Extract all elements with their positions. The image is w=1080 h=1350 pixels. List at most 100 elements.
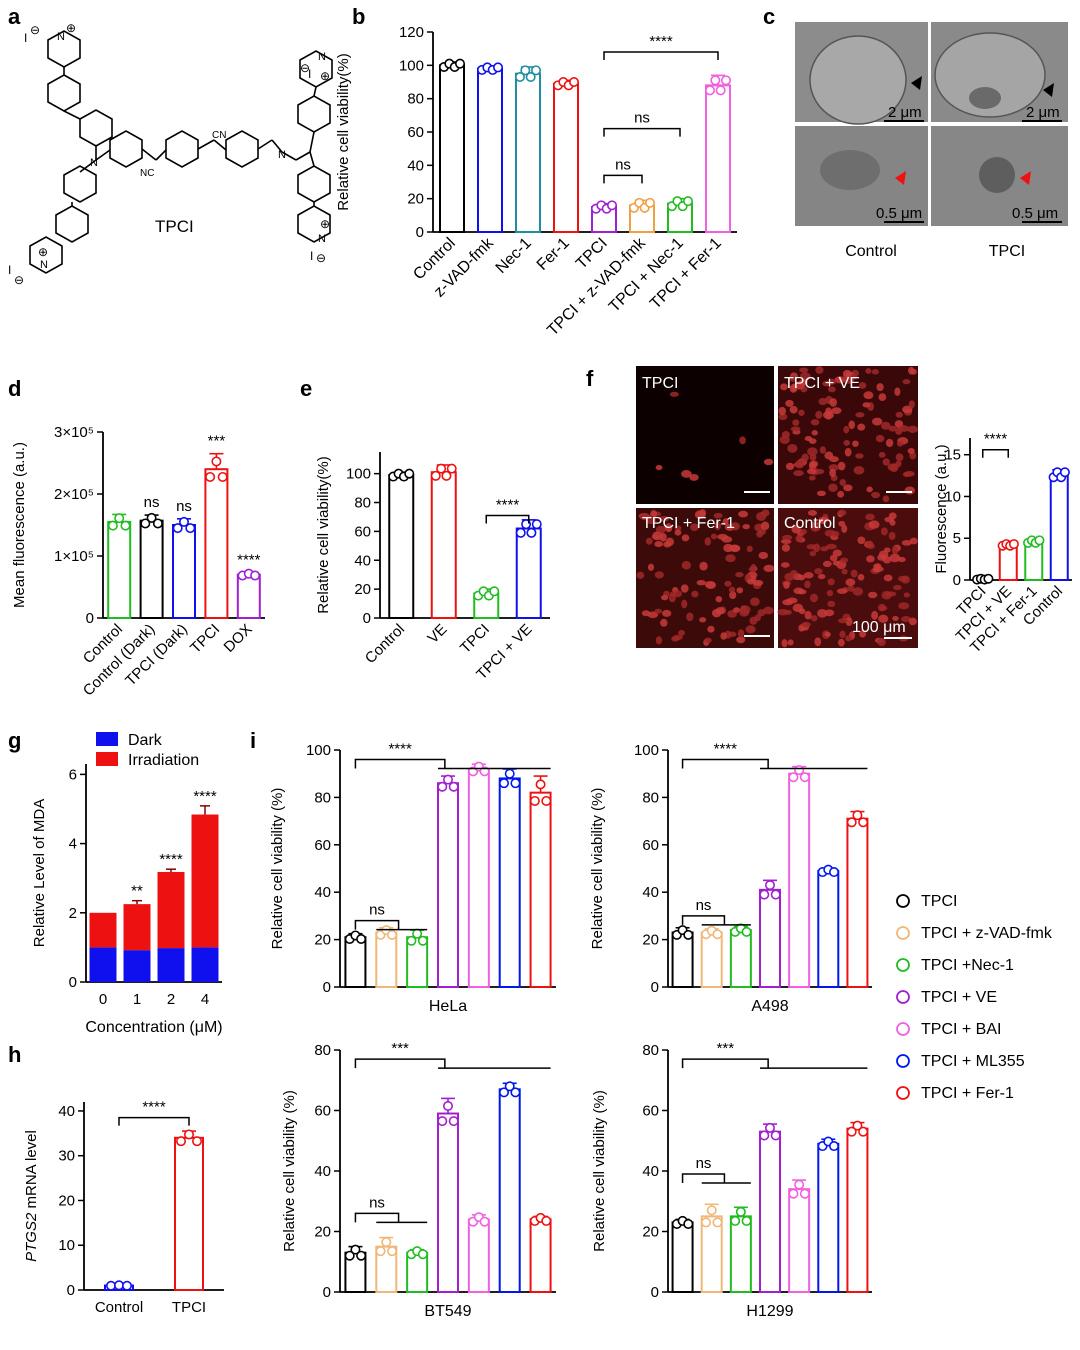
data-point: [184, 1129, 195, 1140]
nucleus-dot: [880, 527, 888, 536]
nucleus-dot: [680, 584, 689, 593]
chart-g: g 0 2 4 6 Relative Level of MDA 0 1 2 4 Concentrat…: [8, 728, 223, 1036]
legend-marker: [896, 894, 910, 908]
nucleus-dot: [898, 575, 908, 582]
nucleus-dot: [780, 538, 792, 544]
y-tick-label: 1×10⁵: [54, 548, 94, 565]
significance-label: ns: [696, 1155, 712, 1172]
nucleus-dot: [804, 580, 811, 589]
y-tick-label: 60: [314, 837, 331, 854]
nucleus-dot: [871, 417, 883, 426]
bar-irradiation: [89, 912, 117, 948]
nucleus-dot: [662, 609, 672, 617]
nucleus-dot: [728, 586, 736, 593]
nucleus-dot: [681, 469, 692, 478]
nucleus-dot: [817, 573, 826, 580]
nucleus-dot: [794, 381, 805, 390]
chart-title: BT549: [424, 1303, 471, 1320]
nucleus-dot: [678, 629, 686, 636]
data-point: [741, 926, 752, 937]
significance-bracket: [681, 915, 726, 925]
y-tick-label: 40: [407, 157, 424, 174]
nucleus-dot: [784, 572, 795, 581]
panel-label-f: f: [586, 366, 594, 391]
image-label-tpci-fer1: TPCI + Fer-1: [642, 515, 735, 532]
nucleus-dot: [691, 590, 699, 598]
data-point: [514, 72, 525, 83]
y-tick-label: 10: [944, 488, 961, 505]
scale-label-1: 2 μm: [888, 104, 922, 121]
y-tick-label: 80: [314, 1042, 331, 1059]
nucleus-dot: [888, 512, 897, 520]
panel-label-i: i: [250, 728, 256, 753]
iodide-2: I: [8, 263, 11, 277]
nucleus-dot: [746, 545, 753, 553]
data-point: [404, 468, 415, 479]
nucleus-dot: [663, 541, 672, 548]
bar: [236, 573, 261, 619]
nucleus-dot: [888, 425, 897, 432]
data-point: [498, 778, 509, 789]
atom-n1: N: [57, 31, 65, 43]
charge-plus-2: ⊕: [38, 245, 48, 259]
data-point: [375, 1246, 386, 1257]
nucleus-dot: [658, 516, 669, 522]
nucleus-dot: [754, 614, 761, 622]
data-point: [858, 1126, 869, 1137]
scale-label-4: 0.5 μm: [1012, 205, 1058, 222]
chart-title: HeLa: [429, 998, 467, 1015]
nucleus-dot: [669, 391, 679, 397]
nucleus-dot: [780, 383, 788, 391]
bar: [515, 72, 541, 233]
significance-label: ****: [159, 851, 183, 868]
significance-label: ****: [496, 497, 520, 514]
y-tick-label: 40: [354, 552, 371, 569]
nucleus-dot: [814, 637, 822, 647]
nucleus-dot: [845, 635, 852, 642]
bar: [204, 468, 229, 620]
nucleus-dot: [704, 537, 712, 546]
nucleus-dot: [897, 556, 906, 563]
x-tick-label: Control: [95, 1299, 143, 1316]
nucleus-dot: [863, 391, 874, 400]
nucleus-dot: [737, 629, 745, 638]
legend-swatch-dark: [96, 732, 118, 746]
bar: [671, 1221, 694, 1294]
nucleus-dot: [720, 632, 727, 640]
x-tick-label: 4: [201, 991, 209, 1008]
y-tick-label: 2×10⁵: [54, 486, 94, 503]
nucleus-dot: [878, 614, 889, 623]
x-tick-label: TPCI: [187, 621, 223, 657]
bar: [174, 1136, 204, 1292]
nucleus-dot: [826, 589, 834, 597]
nucleus-dot: [787, 443, 798, 453]
data-point: [386, 1246, 397, 1257]
bar: [671, 931, 694, 988]
nucleus-dot: [843, 484, 853, 492]
data-point: [489, 586, 500, 597]
nucleus-dot: [655, 525, 666, 534]
nucleus-dot: [645, 515, 657, 525]
nucleus-dot: [853, 465, 865, 475]
y-tick-label: 40: [314, 884, 331, 901]
nucleus-dot: [696, 580, 706, 586]
nucleus-dot: [838, 618, 848, 624]
y-axis-label: Relative cell viability (%): [281, 1090, 298, 1252]
y-tick-label: 80: [407, 91, 424, 108]
nucleolus-tpci: [969, 87, 1001, 109]
data-point: [1059, 467, 1070, 478]
legend-marker: [896, 990, 910, 1004]
bar: [375, 931, 398, 988]
nucleus-dot: [740, 605, 747, 613]
image-label-control: Control: [784, 515, 836, 532]
data-point: [176, 1136, 187, 1147]
atom-n2: N: [90, 157, 98, 169]
data-point: [530, 65, 541, 76]
nucleus-dot: [804, 610, 812, 620]
nucleus-dot: [790, 426, 801, 432]
nucleus-dot: [745, 625, 756, 634]
y-tick-label: 60: [314, 1103, 331, 1120]
nucleus-dot: [809, 551, 817, 557]
legend-marker: [896, 958, 910, 972]
